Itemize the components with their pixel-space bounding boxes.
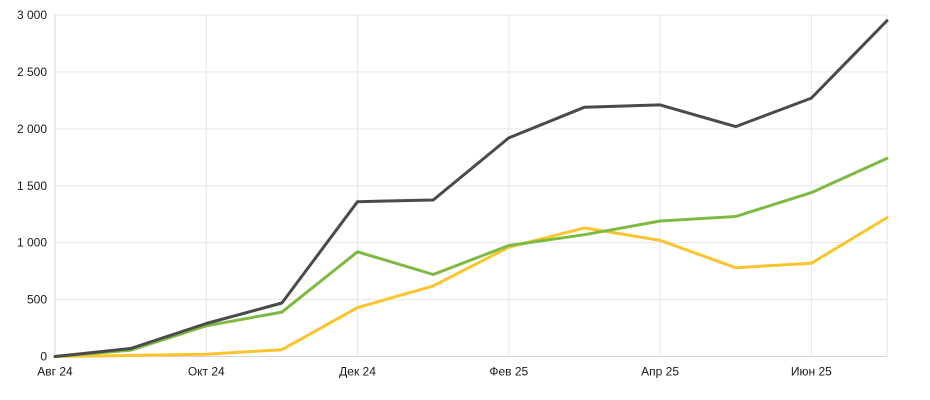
y-axis-tick-label: 2 500 xyxy=(17,65,47,79)
y-axis-tick-label: 2 000 xyxy=(17,122,47,136)
y-axis-tick-label: 1 500 xyxy=(17,179,47,193)
y-axis-tick-label: 0 xyxy=(40,350,47,364)
x-axis-tick-label: Июн 25 xyxy=(791,365,832,379)
x-axis-tick-label: Фев 25 xyxy=(489,365,528,379)
series-yellow-line xyxy=(53,216,889,358)
y-axis-tick-label: 1 000 xyxy=(17,236,47,250)
series-green-line xyxy=(53,156,889,358)
x-axis-tick-label: Окт 24 xyxy=(188,365,225,379)
x-axis-tick-label: Авг 24 xyxy=(37,365,73,379)
y-axis-tick-label: 500 xyxy=(27,293,47,307)
series-dark-line xyxy=(53,19,889,358)
y-axis-tick-label: 3 000 xyxy=(17,8,47,22)
x-axis-tick-label: Апр 25 xyxy=(641,365,679,379)
x-axis-tick-label: Дек 24 xyxy=(339,365,376,379)
